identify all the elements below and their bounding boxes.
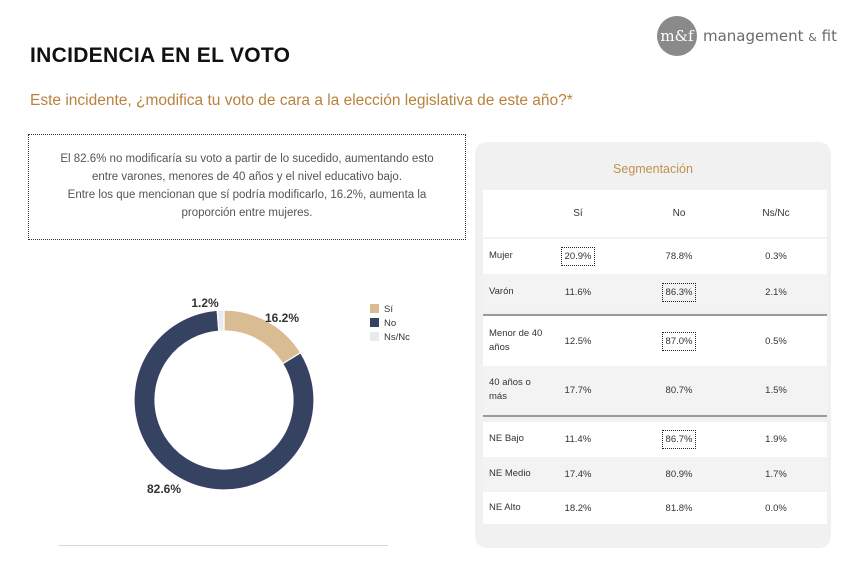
summary-line: entre varones, menores de 40 años y el n… [91, 171, 403, 184]
row-label: Menor de 40 años [489, 327, 543, 353]
table-cell: 12.5% [538, 316, 618, 366]
highlighted-value: 86.3% [661, 283, 697, 302]
question-subtitle: Este incidente, ¿modifica tu voto de car… [30, 92, 573, 109]
slice-no [133, 309, 315, 491]
table-cell: 78.8% [639, 239, 719, 274]
table-cell: 0.3% [736, 239, 816, 274]
table-cell: 2.1% [736, 274, 816, 311]
cell-value: 17.4% [564, 469, 592, 480]
table-cell: 1.7% [736, 457, 816, 492]
legend-swatch [370, 318, 379, 327]
legend-label: No [384, 318, 396, 329]
table-row: 40 años o más 17.7% 80.7% 1.5% [483, 366, 827, 414]
table-cell: 86.7% [639, 422, 719, 457]
brand-logo: m&f management & fit [657, 16, 837, 56]
group-divider [483, 314, 827, 316]
table-cell: 87.0% [639, 316, 719, 366]
table-row: Mujer 20.9% 78.8% 0.3% [483, 239, 827, 274]
cell-value: 81.8% [665, 502, 693, 514]
group-divider [483, 415, 827, 417]
legend-label: Sí [384, 304, 393, 315]
legend-swatch [370, 332, 379, 341]
table-cell: 18.2% [538, 492, 618, 524]
summary-line: Entre los que mencionan que sí podría mo… [67, 189, 427, 201]
cell-value: 11.4% [564, 434, 592, 445]
table-header-row [483, 190, 827, 237]
summary-line: El 82.6% no modificaría su voto a partir… [60, 153, 434, 166]
row-label: Varón [489, 286, 514, 298]
row-label: 40 años o más [489, 376, 531, 402]
table-cell: 1.5% [736, 366, 816, 414]
cell-value: 1.9% [765, 434, 787, 445]
highlighted-value: 20.9% [560, 247, 596, 266]
summary-line: proporción entre mujeres. [181, 206, 313, 219]
summary-note: El 82.6% no modificaría su voto a partir… [28, 134, 466, 240]
label-nsnc: 1.2% [191, 296, 219, 310]
donut-chart: 16.2% 82.6% 1.2% Sí No Ns/Nc [133, 296, 410, 496]
cell-value: 2.1% [765, 287, 787, 298]
cell-value: 18.2% [564, 502, 592, 514]
table-cell: 11.6% [538, 274, 618, 311]
table-cell: 11.4% [538, 422, 618, 457]
cell-value: 0.3% [765, 251, 787, 262]
cell-value: 17.7% [564, 384, 592, 396]
row-label: Mujer [489, 250, 513, 262]
label-si: 16.2% [265, 311, 299, 325]
table-cell: 17.4% [538, 457, 618, 492]
cell-value: 1.5% [765, 384, 787, 396]
label-no: 82.6% [147, 482, 181, 496]
legend-label: Ns/Nc [384, 332, 410, 343]
row-label: NE Alto [489, 501, 521, 513]
table-cell: 80.9% [639, 457, 719, 492]
page-title: INCIDENCIA EN EL VOTO [30, 44, 291, 67]
row-label: NE Bajo [489, 433, 524, 445]
row-label: NE Medio [489, 468, 531, 480]
table-cell: 0.5% [736, 316, 816, 366]
highlighted-value: 87.0% [661, 331, 697, 351]
table-cell: 80.7% [639, 366, 719, 414]
slice-nsnc [216, 309, 225, 332]
table-cell: 0.0% [736, 492, 816, 524]
brand-name-main: management [703, 27, 804, 45]
cell-value: 0.5% [765, 335, 787, 347]
legend-swatch [370, 304, 379, 313]
cell-value: 78.8% [665, 251, 693, 262]
column-header: Ns/Nc [762, 208, 790, 219]
cell-value: 80.9% [665, 469, 693, 480]
brand-mark: m&f [657, 16, 697, 56]
table-cell: 1.9% [736, 422, 816, 457]
table-row: NE Bajo 11.4% 86.7% 1.9% [483, 422, 827, 457]
brand-name: management & fit [703, 27, 837, 45]
table-cell: 20.9% [538, 239, 618, 274]
table-cell: 17.7% [538, 366, 618, 414]
table-cell: 81.8% [639, 492, 719, 524]
table-row: NE Medio 17.4% 80.9% 1.7% [483, 457, 827, 492]
table-row: Varón 11.6% 86.3% 2.1% [483, 274, 827, 311]
segmentation-title: Segmentación [613, 162, 693, 176]
brand-amp: & [808, 31, 817, 44]
highlighted-value: 86.7% [661, 430, 697, 449]
table-row: Menor de 40 años 12.5% 87.0% 0.5% [483, 316, 827, 366]
divider-line [58, 545, 388, 546]
cell-value: 11.6% [564, 287, 592, 298]
cell-value: 0.0% [765, 502, 787, 514]
table-row: NE Alto 18.2% 81.8% 0.0% [483, 492, 827, 524]
cell-value: 1.7% [765, 469, 787, 480]
brand-suffix: fit [821, 27, 837, 45]
column-header: No [672, 208, 686, 219]
cell-value: 80.7% [665, 384, 693, 396]
cell-value: 12.5% [564, 335, 592, 347]
table-cell: 86.3% [639, 274, 719, 311]
column-header: Sí [573, 208, 583, 219]
